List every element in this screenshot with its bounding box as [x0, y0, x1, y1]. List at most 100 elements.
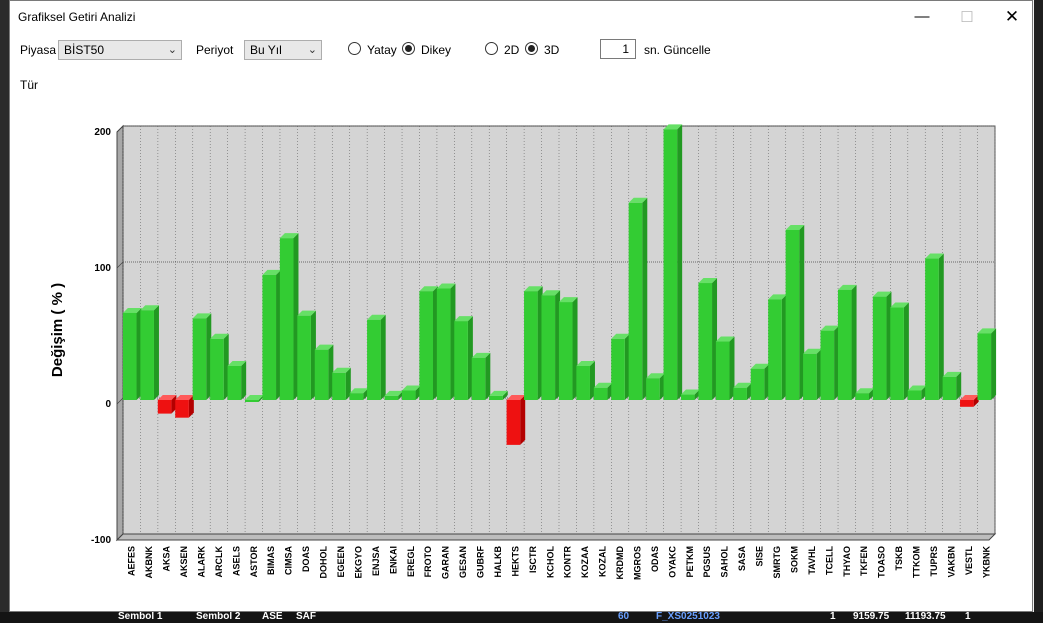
- bar: [140, 310, 154, 400]
- x-tick-label: DOAS: [301, 546, 311, 572]
- bar: [401, 390, 416, 400]
- bar: [680, 394, 695, 400]
- bar-top: [506, 395, 526, 400]
- x-tick-label: ARCLK: [214, 546, 224, 578]
- bg-cell: Sembol 2: [196, 612, 241, 622]
- x-tick-label: THYAO: [842, 546, 852, 577]
- bar-side: [415, 385, 421, 400]
- x-tick-label: OYAKC: [667, 546, 677, 578]
- y-tick-label: 100: [94, 263, 111, 274]
- bar-side: [153, 305, 159, 400]
- bg-cell: 60: [618, 612, 630, 622]
- bar-side: [851, 284, 857, 400]
- refresh-seconds-input[interactable]: 1: [600, 39, 636, 59]
- radio-dikey[interactable]: [402, 42, 415, 55]
- close-button[interactable]: ✕: [1004, 6, 1020, 26]
- bar: [960, 400, 974, 407]
- x-tick-label: AKSA: [162, 546, 172, 572]
- bar: [157, 400, 172, 414]
- bar-top: [175, 395, 194, 400]
- x-tick-label: ENJSA: [371, 546, 381, 577]
- bar: [977, 333, 992, 400]
- x-tick-label: KOZAL: [598, 546, 608, 577]
- x-tick-label: SMRTG: [772, 546, 782, 579]
- market-select[interactable]: BİST50 ⌄: [58, 40, 182, 60]
- bar-side: [938, 253, 944, 400]
- bar-side: [589, 361, 595, 400]
- bar-top: [192, 313, 212, 319]
- minimize-button[interactable]: —: [914, 8, 930, 25]
- x-tick-label: ISCTR: [528, 545, 538, 573]
- bar-side: [450, 283, 456, 400]
- x-tick-label: AEFES: [127, 546, 137, 576]
- radio-3d-label: 3D: [544, 43, 560, 57]
- bar: [715, 341, 730, 400]
- bar-side: [973, 395, 979, 407]
- bar-side: [467, 316, 473, 400]
- bar: [367, 319, 381, 400]
- bar-side: [834, 325, 840, 400]
- title-bar[interactable]: Grafiksel Getiri Analizi — ☐ ✕: [10, 1, 1032, 32]
- bar-side: [869, 388, 875, 400]
- x-tick-label: AKSEN: [179, 546, 189, 578]
- bar-top: [785, 225, 805, 230]
- maximize-button[interactable]: ☐: [960, 8, 974, 26]
- bar-top: [122, 307, 142, 313]
- x-tick-label: PGSUS: [702, 546, 712, 578]
- bar-side: [276, 269, 282, 400]
- x-tick-label: EREGL: [406, 546, 416, 578]
- radio-2d[interactable]: [485, 42, 498, 55]
- bar-top: [227, 361, 247, 366]
- x-tick-label: FROTO: [423, 546, 433, 577]
- bar-side: [991, 328, 997, 400]
- bar: [820, 330, 835, 400]
- bar: [506, 400, 521, 445]
- bar-top: [628, 197, 648, 203]
- bar: [297, 315, 311, 400]
- bar-side: [816, 348, 822, 400]
- analysis-window: Grafiksel Getiri Analizi — ☐ ✕ Piyasa Bİ…: [9, 0, 1033, 612]
- bar-side: [886, 291, 892, 400]
- period-select[interactable]: Bu Yıl ⌄: [244, 40, 322, 60]
- x-tick-label: ASTOR: [249, 546, 259, 578]
- bar: [785, 230, 800, 400]
- x-tick-label: SISE: [755, 546, 765, 567]
- period-select-value: Bu Yıl: [250, 43, 282, 57]
- bar: [314, 349, 329, 400]
- radio-dikey-label: Dikey: [421, 43, 452, 57]
- bar-side: [694, 389, 700, 400]
- bar: [768, 299, 782, 400]
- bar-side: [537, 286, 543, 400]
- bar-top: [733, 382, 752, 388]
- bar-top: [558, 297, 578, 303]
- bar: [489, 395, 503, 400]
- bar-side: [136, 307, 142, 400]
- bar-top: [297, 310, 316, 316]
- chevron-down-icon: ⌄: [167, 44, 177, 56]
- bar: [733, 387, 747, 400]
- bar-top: [436, 283, 456, 289]
- x-tick-label: CIMSA: [284, 546, 294, 576]
- bar: [244, 400, 259, 402]
- chevron-down-icon: ⌄: [307, 44, 317, 56]
- bar-top: [855, 388, 875, 394]
- radio-3d[interactable]: [525, 42, 538, 55]
- refresh-label: sn. Güncelle: [644, 43, 711, 57]
- y-tick-label: 200: [94, 127, 111, 138]
- type-label: Tür: [20, 78, 38, 92]
- bar-top: [384, 390, 404, 396]
- x-tick-label: SASA: [737, 546, 747, 572]
- bar: [384, 395, 399, 400]
- bar-side: [363, 388, 369, 400]
- x-tick-label: TUPRS: [929, 546, 939, 577]
- bg-cell: 11193.75: [905, 612, 946, 622]
- bar: [419, 291, 434, 400]
- bar: [262, 274, 277, 400]
- bar-side: [921, 385, 927, 400]
- radio-yatay[interactable]: [348, 42, 361, 55]
- bar-top: [977, 328, 997, 334]
- bar-top: [210, 333, 229, 339]
- bar-top: [314, 344, 334, 350]
- market-label: Piyasa: [20, 43, 57, 57]
- bar-top: [925, 253, 944, 259]
